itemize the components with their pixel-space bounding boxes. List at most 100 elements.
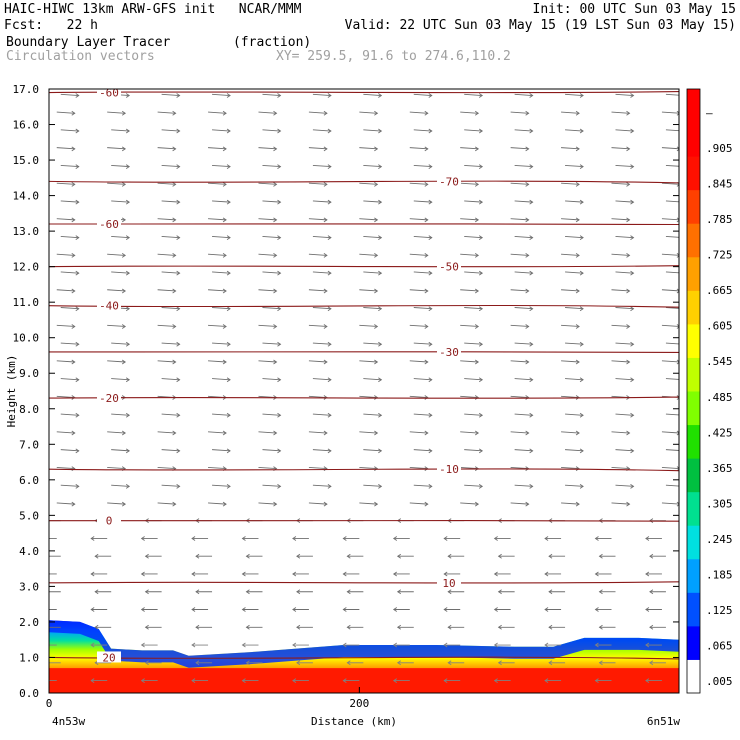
wind-vector — [561, 289, 580, 292]
wind-vector-head — [323, 181, 328, 187]
wind-vector-head — [579, 412, 584, 418]
wind-vector — [611, 360, 630, 363]
wind-vector — [514, 342, 533, 345]
wind-vector-head — [121, 288, 127, 294]
wind-vector — [561, 324, 580, 327]
y-tick-label: 2.0 — [19, 616, 39, 629]
wind-vector — [111, 164, 130, 168]
wind-vector — [56, 289, 75, 292]
wind-vector-head — [195, 589, 200, 595]
colorbar-label: .665 — [706, 284, 733, 297]
colorbar-segment — [687, 558, 700, 593]
wind-vector-head — [346, 553, 351, 559]
wind-vector — [359, 218, 378, 221]
wind-vector-head — [579, 270, 584, 276]
wind-vector — [661, 502, 679, 505]
wind-vector-head — [447, 660, 452, 666]
wind-vector-head — [327, 306, 332, 312]
wind-vector — [611, 502, 630, 505]
wind-vector — [359, 182, 378, 185]
wind-vector — [161, 235, 180, 239]
wind-vector-head — [626, 430, 631, 436]
wind-vector-head — [594, 571, 599, 577]
wind-vector-head — [529, 341, 534, 347]
wind-vector-head — [378, 270, 383, 276]
wind-vector — [60, 307, 79, 310]
colorbar-label: .425 — [706, 426, 733, 439]
wind-vector — [661, 289, 679, 292]
wind-vector-head — [424, 359, 429, 365]
wind-vector-head — [121, 501, 127, 507]
wind-vector — [308, 360, 327, 363]
wind-vector-head — [71, 288, 76, 294]
wind-vector-head — [41, 572, 44, 576]
wind-vector-head — [424, 217, 429, 223]
wind-vector-head — [121, 359, 127, 365]
wind-vector-head — [474, 110, 480, 116]
wind-vector-head — [478, 235, 484, 241]
wind-vector-head — [45, 554, 48, 558]
wind-vector — [161, 164, 180, 168]
wind-vector — [565, 93, 584, 96]
wind-vector-head — [172, 359, 177, 365]
wind-vector-head — [424, 181, 429, 187]
wind-vector-head — [630, 412, 635, 418]
wind-vector — [413, 271, 432, 274]
wind-vector — [107, 147, 126, 150]
wind-vector — [308, 182, 327, 185]
wind-vector-head — [525, 217, 530, 223]
colorbar-segment — [687, 89, 700, 124]
wind-vector — [363, 271, 382, 274]
wind-vector-head — [645, 678, 650, 683]
wind-vector-head — [626, 181, 631, 187]
wind-vector-head — [176, 306, 181, 312]
wind-vector-head — [548, 553, 553, 559]
wind-vector-head — [176, 199, 181, 205]
wind-vector — [464, 129, 483, 132]
wind-vector-head — [222, 288, 227, 294]
wind-vector-head — [273, 181, 278, 187]
wind-vector — [510, 502, 529, 505]
wind-vector — [665, 449, 679, 451]
wind-vector-head — [176, 93, 181, 98]
wind-vector — [413, 484, 432, 487]
wind-vector-head — [191, 536, 196, 541]
wind-vector — [460, 111, 479, 114]
wind-vector — [665, 93, 679, 96]
wind-vector — [561, 253, 580, 256]
wind-vector — [460, 502, 479, 505]
wind-vector-head — [125, 93, 131, 98]
wind-vector — [661, 253, 679, 256]
wind-vector-head — [575, 324, 580, 329]
wind-vector — [464, 271, 483, 274]
wind-vector — [212, 378, 231, 381]
wind-vector — [107, 182, 126, 185]
wind-vector-head — [525, 430, 530, 436]
wind-vector-head — [222, 359, 227, 365]
wind-vector-head — [525, 110, 530, 116]
wind-vector — [262, 307, 281, 310]
wind-vector-head — [396, 624, 402, 630]
wind-vector-head — [374, 217, 379, 223]
wind-vector — [514, 307, 533, 310]
wind-vector-head — [681, 165, 684, 169]
wind-vector-head — [144, 660, 149, 666]
y-tick-label: 3.0 — [19, 580, 39, 593]
wind-vector — [212, 484, 231, 487]
wind-vector — [611, 431, 630, 434]
wind-vector-head — [195, 553, 200, 559]
wind-vector-head — [478, 341, 484, 347]
wind-vector — [161, 93, 180, 96]
wind-vector — [308, 218, 327, 221]
wind-vector — [409, 182, 428, 185]
wind-vector-head — [544, 678, 549, 683]
wind-vector-head — [323, 253, 328, 258]
wind-vector — [208, 431, 227, 434]
wind-vector-head — [478, 412, 484, 418]
wind-vector-head — [544, 536, 549, 541]
wind-vector-head — [378, 377, 383, 383]
y-tick-label: 17.0 — [13, 83, 40, 96]
y-tick-label: 15.0 — [13, 154, 40, 167]
wind-vector-head — [378, 306, 383, 312]
contour-label-bg — [437, 175, 461, 187]
